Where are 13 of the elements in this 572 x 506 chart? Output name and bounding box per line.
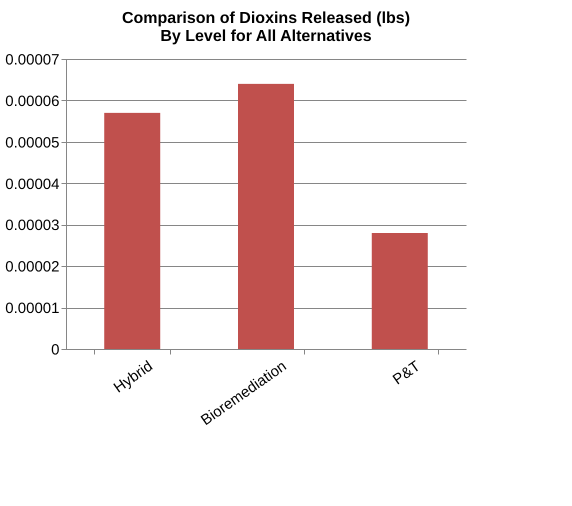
chart-title: Comparison of Dioxins Released (lbs) By Level for All Alternatives [122, 10, 410, 45]
y-tick-label: 0.00003 [5, 217, 60, 234]
x-tick-label: P&T [390, 358, 424, 388]
y-tick-label: 0.00006 [5, 92, 60, 110]
bar [372, 233, 428, 349]
bar [104, 112, 160, 349]
y-tick-label: 0.00001 [5, 300, 60, 318]
bar [238, 84, 294, 349]
y-tick-label: 0.00002 [5, 258, 60, 276]
y-tick-label: 0 [51, 342, 60, 358]
y-tick-label: 0.00005 [5, 134, 60, 152]
y-tick-label: 0.00004 [5, 176, 60, 193]
y-tick-label: 0.00007 [5, 52, 60, 68]
